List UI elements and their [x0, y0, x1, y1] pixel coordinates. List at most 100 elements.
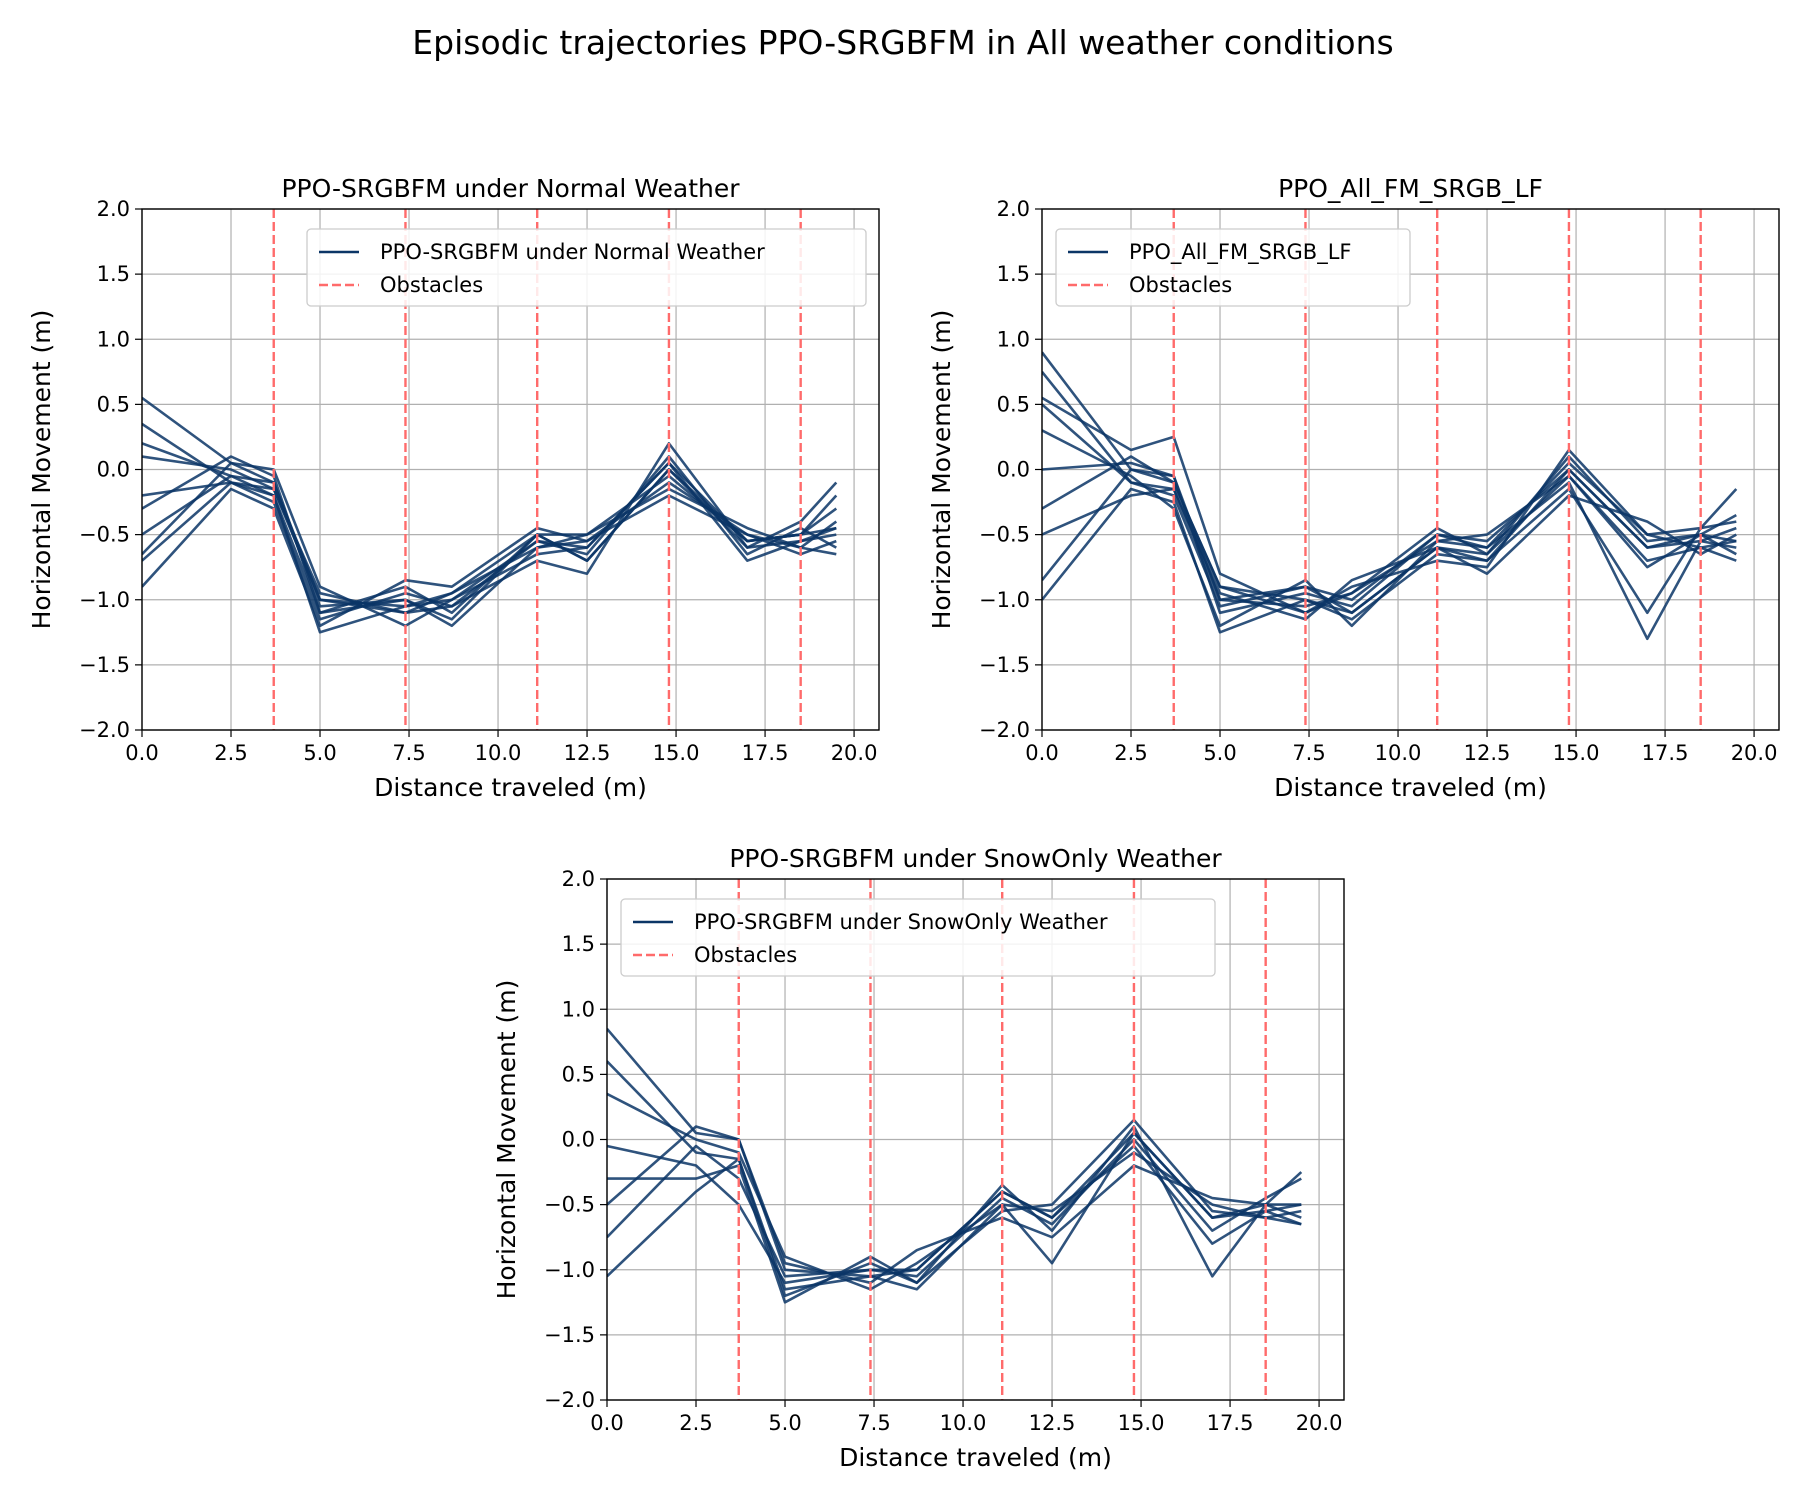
x-tick-label: 17.5: [1642, 741, 1689, 765]
x-tick-label: 20.0: [831, 741, 878, 765]
x-tick-label: 2.5: [1114, 741, 1147, 765]
chart-panel-3: 0.0 2.5 5.0 7.5 10.0 12.5 15.0 17.5 20.0 −2.0 −1.5…: [492, 844, 1345, 1472]
y-tick-label: 1.0: [97, 327, 130, 351]
x-tick-label: 0.0: [1025, 741, 1058, 765]
plot-area: [142, 209, 838, 730]
y-tick-label: 0.5: [997, 392, 1030, 416]
legend-box: [306, 228, 867, 307]
trajectory-line: [1042, 487, 1737, 634]
legend-entry-obstacles: Obstacles: [1129, 273, 1232, 297]
x-tick-label: 0.0: [125, 741, 158, 765]
y-tick-label: 0.0: [562, 1128, 595, 1152]
x-tick-label: 5.0: [1203, 741, 1236, 765]
x-tick-label: 17.5: [1207, 1411, 1254, 1435]
chart-panel-1: 0.0 2.5 5.0 7.5 10.0 12.5 15.0 17.5 20.0 −2.0 −1.5…: [27, 174, 880, 802]
y-tick-label: 0.0: [97, 458, 130, 482]
y-tick-label: −2.0: [979, 718, 1030, 742]
y-tick-label: 1.5: [97, 262, 130, 286]
y-tick-label: −0.5: [979, 523, 1030, 547]
x-axis-label: Distance traveled (m): [1274, 773, 1547, 802]
trajectory-line: [607, 1131, 1302, 1291]
x-tick-label: 20.0: [1731, 741, 1778, 765]
x-axis-label: Distance traveled (m): [839, 1443, 1112, 1472]
axes-frame: [606, 878, 1345, 1401]
x-tick-label: 12.5: [564, 741, 611, 765]
x-tick-label: 12.5: [1029, 1411, 1076, 1435]
y-tick-label: −0.5: [544, 1193, 595, 1217]
legend-entry-trajectory: PPO_All_FM_SRGB_LF: [1129, 240, 1351, 265]
x-tick-label: 0.0: [590, 1411, 623, 1435]
legend: PPO-SRGBFM under SnowOnly Weather Obstacl…: [620, 898, 1216, 977]
figure-suptitle: Episodic trajectories PPO-SRGBFM in All …: [412, 23, 1393, 62]
y-tick-label: 0.5: [562, 1062, 595, 1086]
trajectory-line: [607, 1138, 1302, 1285]
legend-entry-trajectory: PPO-SRGBFM under Normal Weather: [380, 240, 765, 264]
legend-box: [1055, 228, 1411, 307]
legend: PPO_All_FM_SRGB_LF Obstacles: [1055, 228, 1411, 307]
x-tick-label: 10.0: [1375, 741, 1422, 765]
y-tick-label: −1.5: [79, 653, 130, 677]
y-tick-label: 1.5: [997, 262, 1030, 286]
x-tick-label: 15.0: [1118, 1411, 1165, 1435]
trajectory-line: [142, 455, 837, 621]
x-tick-label: 15.0: [1553, 741, 1600, 765]
x-tick-label: 7.5: [1292, 741, 1325, 765]
x-tick-label: 7.5: [392, 741, 425, 765]
x-tick-label: 20.0: [1296, 1411, 1343, 1435]
chart-panel-2: 0.0 2.5 5.0 7.5 10.0 12.5 15.0 17.5 20.0 −2.0 −1.5…: [927, 174, 1780, 802]
panel-title: PPO-SRGBFM under SnowOnly Weather: [729, 844, 1222, 873]
x-tick-label: 2.5: [679, 1411, 712, 1435]
y-tick-label: 1.5: [562, 932, 595, 956]
y-tick-label: −1.5: [544, 1323, 595, 1347]
trajectory-line: [1042, 455, 1737, 615]
trajectory-line: [142, 461, 837, 628]
y-tick-label: −1.0: [544, 1258, 595, 1282]
trajectory-line: [1042, 403, 1737, 615]
trajectory-line: [142, 487, 837, 628]
x-tick-label: 10.0: [940, 1411, 987, 1435]
legend-box: [620, 898, 1216, 977]
x-tick-label: 5.0: [303, 741, 336, 765]
y-tick-label: −2.0: [544, 1388, 595, 1412]
trajectory-line: [142, 455, 837, 628]
x-tick-label: 10.0: [475, 741, 522, 765]
legend-entry-trajectory: PPO-SRGBFM under SnowOnly Weather: [694, 910, 1108, 934]
y-tick-label: 1.0: [997, 327, 1030, 351]
x-tick-label: 2.5: [214, 741, 247, 765]
y-tick-label: 0.0: [997, 458, 1030, 482]
trajectory-line: [1042, 468, 1737, 615]
panel-title: PPO_All_FM_SRGB_LF: [1278, 174, 1543, 203]
y-tick-label: −2.0: [79, 718, 130, 742]
trajectory-line: [607, 1144, 1302, 1278]
x-tick-label: 12.5: [1464, 741, 1511, 765]
y-tick-label: 1.0: [562, 997, 595, 1021]
axes-frame: [141, 208, 880, 731]
y-tick-label: −1.0: [79, 588, 130, 612]
trajectory-line: [1042, 487, 1737, 621]
y-axis-label: Horizontal Movement (m): [492, 980, 521, 1300]
legend-entry-obstacles: Obstacles: [694, 943, 797, 967]
x-tick-label: 17.5: [742, 741, 789, 765]
x-tick-label: 5.0: [768, 1411, 801, 1435]
trajectory-line: [1042, 429, 1737, 628]
y-tick-label: 0.5: [97, 392, 130, 416]
axes-frame: [1041, 208, 1780, 731]
y-axis-label: Horizontal Movement (m): [927, 310, 956, 630]
y-tick-label: −1.5: [979, 653, 1030, 677]
trajectory-line: [142, 442, 837, 634]
legend: PPO-SRGBFM under Normal Weather Obstacles: [306, 228, 867, 307]
y-tick-label: −1.0: [979, 588, 1030, 612]
y-tick-label: −0.5: [79, 523, 130, 547]
x-tick-label: 7.5: [857, 1411, 890, 1435]
y-tick-label: 2.0: [997, 197, 1030, 221]
legend-entry-obstacles: Obstacles: [380, 273, 483, 297]
plot-area: [1042, 209, 1738, 730]
y-tick-label: 2.0: [562, 867, 595, 891]
trajectory-line: [607, 1125, 1302, 1285]
trajectory-line: [1042, 396, 1738, 615]
x-tick-label: 15.0: [653, 741, 700, 765]
panel-title: PPO-SRGBFM under Normal Weather: [281, 174, 740, 203]
y-tick-label: 2.0: [97, 197, 130, 221]
